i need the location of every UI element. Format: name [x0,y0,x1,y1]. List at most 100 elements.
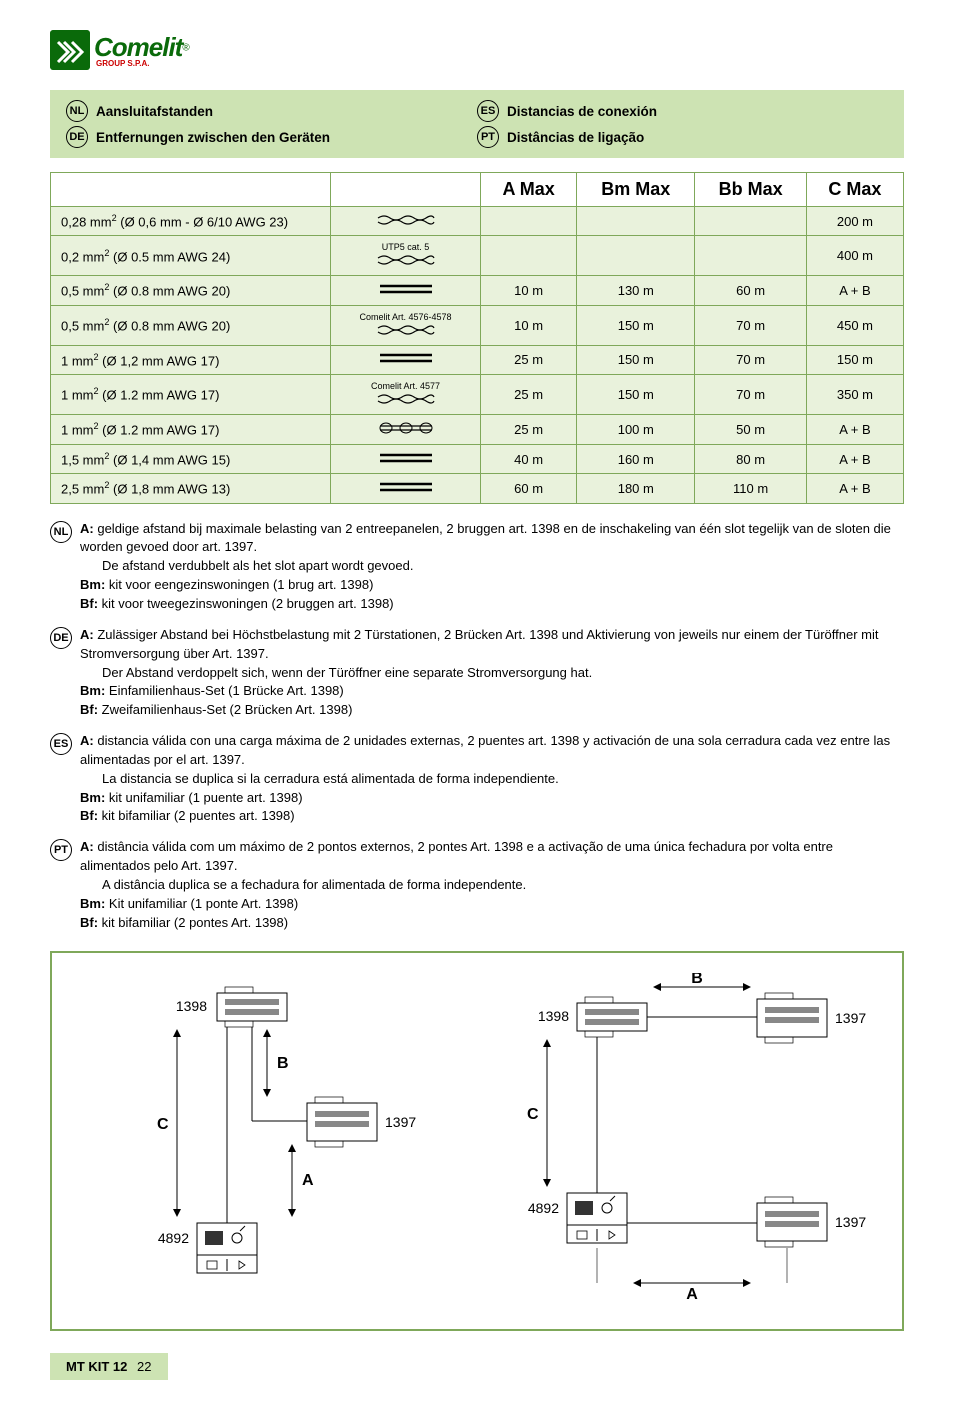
nl-bm-text: kit voor eengezinswoningen (1 brug art. … [109,577,374,592]
title-es: ES Distancias de conexión [477,100,888,122]
cell-bm [577,207,695,236]
cell-bm: 150 m [577,305,695,345]
d2-A: A [686,1286,698,1303]
cell-bm: 180 m [577,474,695,503]
cell-bm: 150 m [577,345,695,374]
table-row: 0,5 mm2 (Ø 0.8 mm AWG 20)Comelit Art. 45… [51,305,904,345]
cell-cable [331,444,481,473]
cable-parallel-icon [376,352,436,367]
cell-spec: 0,5 mm2 (Ø 0.8 mm AWG 20) [51,305,331,345]
cell-spec: 1 mm2 (Ø 1,2 mm AWG 17) [51,345,331,374]
cell-a [481,236,577,276]
es-bm-label: Bm: [80,790,105,805]
nl-bf-text: kit voor tweegezinswoningen (2 bruggen a… [102,596,394,611]
title-es-text: Distancias de conexión [507,104,657,119]
distance-table: A Max Bm Max Bb Max C Max 0,28 mm2 (Ø 0,… [50,172,904,504]
note-nl: NL A: geldige afstand bij maximale belas… [50,520,904,614]
cell-c: 150 m [806,345,903,374]
cell-bb: 50 m [695,414,807,444]
pt-a-text: distância válida com um máximo de 2 pont… [80,839,833,873]
cell-c: 450 m [806,305,903,345]
cell-cable [331,474,481,503]
cell-bm: 100 m [577,414,695,444]
cell-bb [695,207,807,236]
cell-cable: UTP5 cat. 5 [331,236,481,276]
title-nl-text: Aansluitafstanden [96,104,213,119]
lang-badge-pt-note: PT [50,839,72,861]
lang-badge-nl: NL [66,100,88,122]
cell-cable [331,276,481,305]
de-bf-label: Bf: [80,702,98,717]
cell-cable [331,345,481,374]
th-a: A Max [481,173,577,207]
th-cable [331,173,481,207]
es-bf-label: Bf: [80,808,98,823]
cell-c: 200 m [806,207,903,236]
table-row: 1 mm2 (Ø 1,2 mm AWG 17)25 m150 m70 m150 … [51,345,904,374]
th-c: C Max [806,173,903,207]
cell-bb: 80 m [695,444,807,473]
title-bar: NL Aansluitafstanden ES Distancias de co… [50,90,904,158]
cell-spec: 1,5 mm2 (Ø 1,4 mm AWG 15) [51,444,331,473]
cell-cable: Comelit Art. 4577 [331,374,481,414]
note-es: ES A: distancia válida con una carga máx… [50,732,904,826]
cell-bb [695,236,807,276]
d2-1398: 1398 [538,1008,569,1024]
cell-c: 350 m [806,374,903,414]
logo-brand: Comelit [94,32,182,62]
cell-a: 25 m [481,374,577,414]
de-a-text: Zulässiger Abstand bei Höchstbelastung m… [80,627,879,661]
d1-B: B [277,1055,289,1072]
lang-badge-nl-note: NL [50,521,72,543]
cell-cable: Comelit Art. 4576-4578 [331,305,481,345]
diagram-right: 1398 1397 1397 4892 B C [467,973,867,1313]
note-pt: PT A: distância válida com um máximo de … [50,838,904,932]
notes-section: NL A: geldige afstand bij maximale belas… [50,520,904,933]
footer-page: 22 [137,1359,151,1374]
cable-shielded-icon [376,421,436,438]
cell-a: 40 m [481,444,577,473]
nl-a-sub: De afstand verdubbelt als het slot apart… [80,557,904,576]
pt-bm-label: Bm: [80,896,105,911]
d1-1398: 1398 [176,998,207,1014]
cell-spec: 0,5 mm2 (Ø 0.8 mm AWG 20) [51,276,331,305]
cable-parallel-icon [376,452,436,467]
cell-c: A + B [806,414,903,444]
cable-twisted-icon [376,324,436,339]
cell-bm: 130 m [577,276,695,305]
cell-c: A + B [806,444,903,473]
th-bb: Bb Max [695,173,807,207]
lang-badge-de-note: DE [50,627,72,649]
lang-badge-es: ES [477,100,499,122]
title-pt: PT Distâncias de ligação [477,126,888,148]
cell-c: A + B [806,276,903,305]
nl-bf-label: Bf: [80,596,98,611]
es-a-label: A: [80,733,94,748]
logo-mark-icon [50,30,90,70]
cell-spec: 1 mm2 (Ø 1.2 mm AWG 17) [51,414,331,444]
d2-B: B [691,973,703,987]
cell-bm: 160 m [577,444,695,473]
title-de-text: Entfernungen zwischen den Geräten [96,130,330,145]
table-row: 0,2 mm2 (Ø 0.5 mm AWG 24)UTP5 cat. 5400 … [51,236,904,276]
title-nl: NL Aansluitafstanden [66,100,477,122]
cell-cable [331,414,481,444]
footer-tab: MT KIT 12 22 [50,1353,168,1380]
table-row: 0,5 mm2 (Ø 0.8 mm AWG 20)10 m130 m60 mA … [51,276,904,305]
es-bm-text: kit unifamiliar (1 puente art. 1398) [109,790,303,805]
cell-a: 10 m [481,276,577,305]
d2-4892: 4892 [528,1200,559,1216]
cell-bm [577,236,695,276]
d2-C: C [527,1106,539,1123]
pt-a-label: A: [80,839,94,854]
cell-bb: 70 m [695,345,807,374]
d1-4892: 4892 [158,1230,189,1246]
d1-1397: 1397 [385,1114,416,1130]
lang-badge-es-note: ES [50,733,72,755]
cell-spec: 0,28 mm2 (Ø 0,6 mm - Ø 6/10 AWG 23) [51,207,331,236]
cell-bb: 70 m [695,305,807,345]
de-bf-text: Zweifamilienhaus-Set (2 Brücken Art. 139… [102,702,353,717]
table-row: 1,5 mm2 (Ø 1,4 mm AWG 15) 40 m160 m80 mA … [51,444,904,473]
pt-bf-label: Bf: [80,915,98,930]
es-a-sub: La distancia se duplica si la cerradura … [80,770,904,789]
